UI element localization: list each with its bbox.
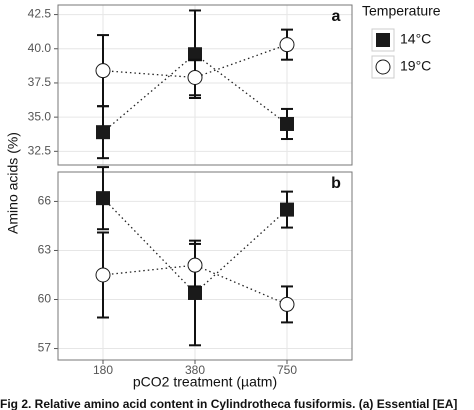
data-point xyxy=(95,267,111,283)
legend-label: 19°C xyxy=(400,58,431,74)
y-tick-label: 57 xyxy=(38,341,52,355)
data-point xyxy=(279,296,295,312)
data-point xyxy=(96,191,110,206)
y-tick-label: 35.0 xyxy=(28,109,52,123)
y-tick-label: 40.0 xyxy=(28,41,52,55)
y-tick-label: 32.5 xyxy=(28,143,52,157)
data-point xyxy=(280,202,294,217)
legend-label: 14°C xyxy=(400,31,431,47)
panel-label: a xyxy=(332,8,341,25)
x-tick-label: 380 xyxy=(185,363,205,377)
x-tick-label: 750 xyxy=(277,363,297,377)
panel-border xyxy=(57,171,353,361)
data-point xyxy=(96,125,110,140)
legend-marker xyxy=(375,59,391,75)
data-point xyxy=(95,63,111,79)
legend-marker xyxy=(376,33,390,47)
x-tick-label: 180 xyxy=(93,363,113,377)
y-axis-label: Amino acids (%) xyxy=(5,132,21,234)
legend-title: Temperature xyxy=(362,3,441,19)
data-point xyxy=(280,116,294,131)
panel-border xyxy=(57,4,353,166)
data-point xyxy=(187,69,203,85)
y-tick-label: 60 xyxy=(38,292,52,306)
y-tick-label: 42.5 xyxy=(28,7,52,21)
y-tick-label: 66 xyxy=(38,194,52,208)
caption: Fig 2. Relative amino acid content in Cy… xyxy=(0,397,457,410)
data-point xyxy=(188,285,202,300)
y-tick-label: 63 xyxy=(38,243,52,257)
data-point xyxy=(187,257,203,273)
data-point xyxy=(279,37,295,53)
y-tick-label: 37.5 xyxy=(28,75,52,89)
panel-label: b xyxy=(331,175,341,192)
x-axis-label: pCO2 treatment (µatm) xyxy=(133,374,277,390)
